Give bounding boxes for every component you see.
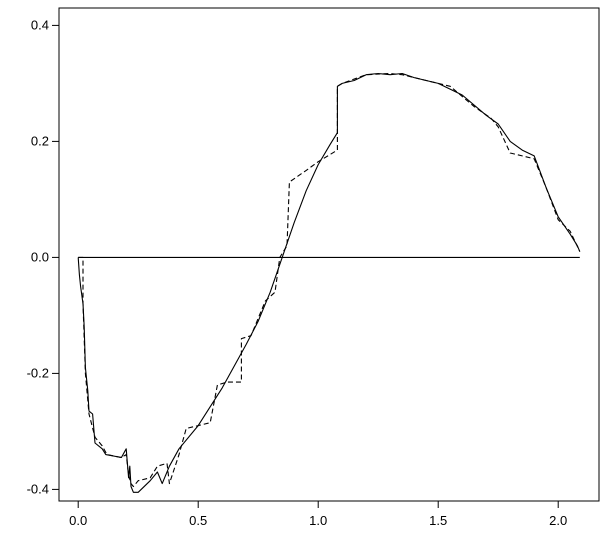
series-line-2 (77, 72, 581, 493)
x-tick-label: 1.0 (309, 513, 327, 528)
y-tick-label: 0.0 (31, 249, 49, 264)
series-line-3 (78, 72, 581, 488)
x-tick-label: 0.0 (69, 513, 87, 528)
y-tick-label: 0.2 (31, 133, 49, 148)
x-tick-label: 1.5 (429, 513, 447, 528)
y-tick-label: -0.4 (27, 481, 49, 496)
series-layer (77, 72, 581, 493)
x-tick-label: 0.5 (189, 513, 207, 528)
plot-frame (58, 7, 600, 502)
y-axis: -0.4 -0.2 0.0 0.2 0.4 (27, 17, 59, 496)
x-axis: 0.0 0.5 1.0 1.5 2.0 (69, 501, 567, 528)
y-tick-label: -0.2 (27, 365, 49, 380)
x-tick-label: 2.0 (549, 513, 567, 528)
y-tick-label: 0.4 (31, 17, 49, 32)
